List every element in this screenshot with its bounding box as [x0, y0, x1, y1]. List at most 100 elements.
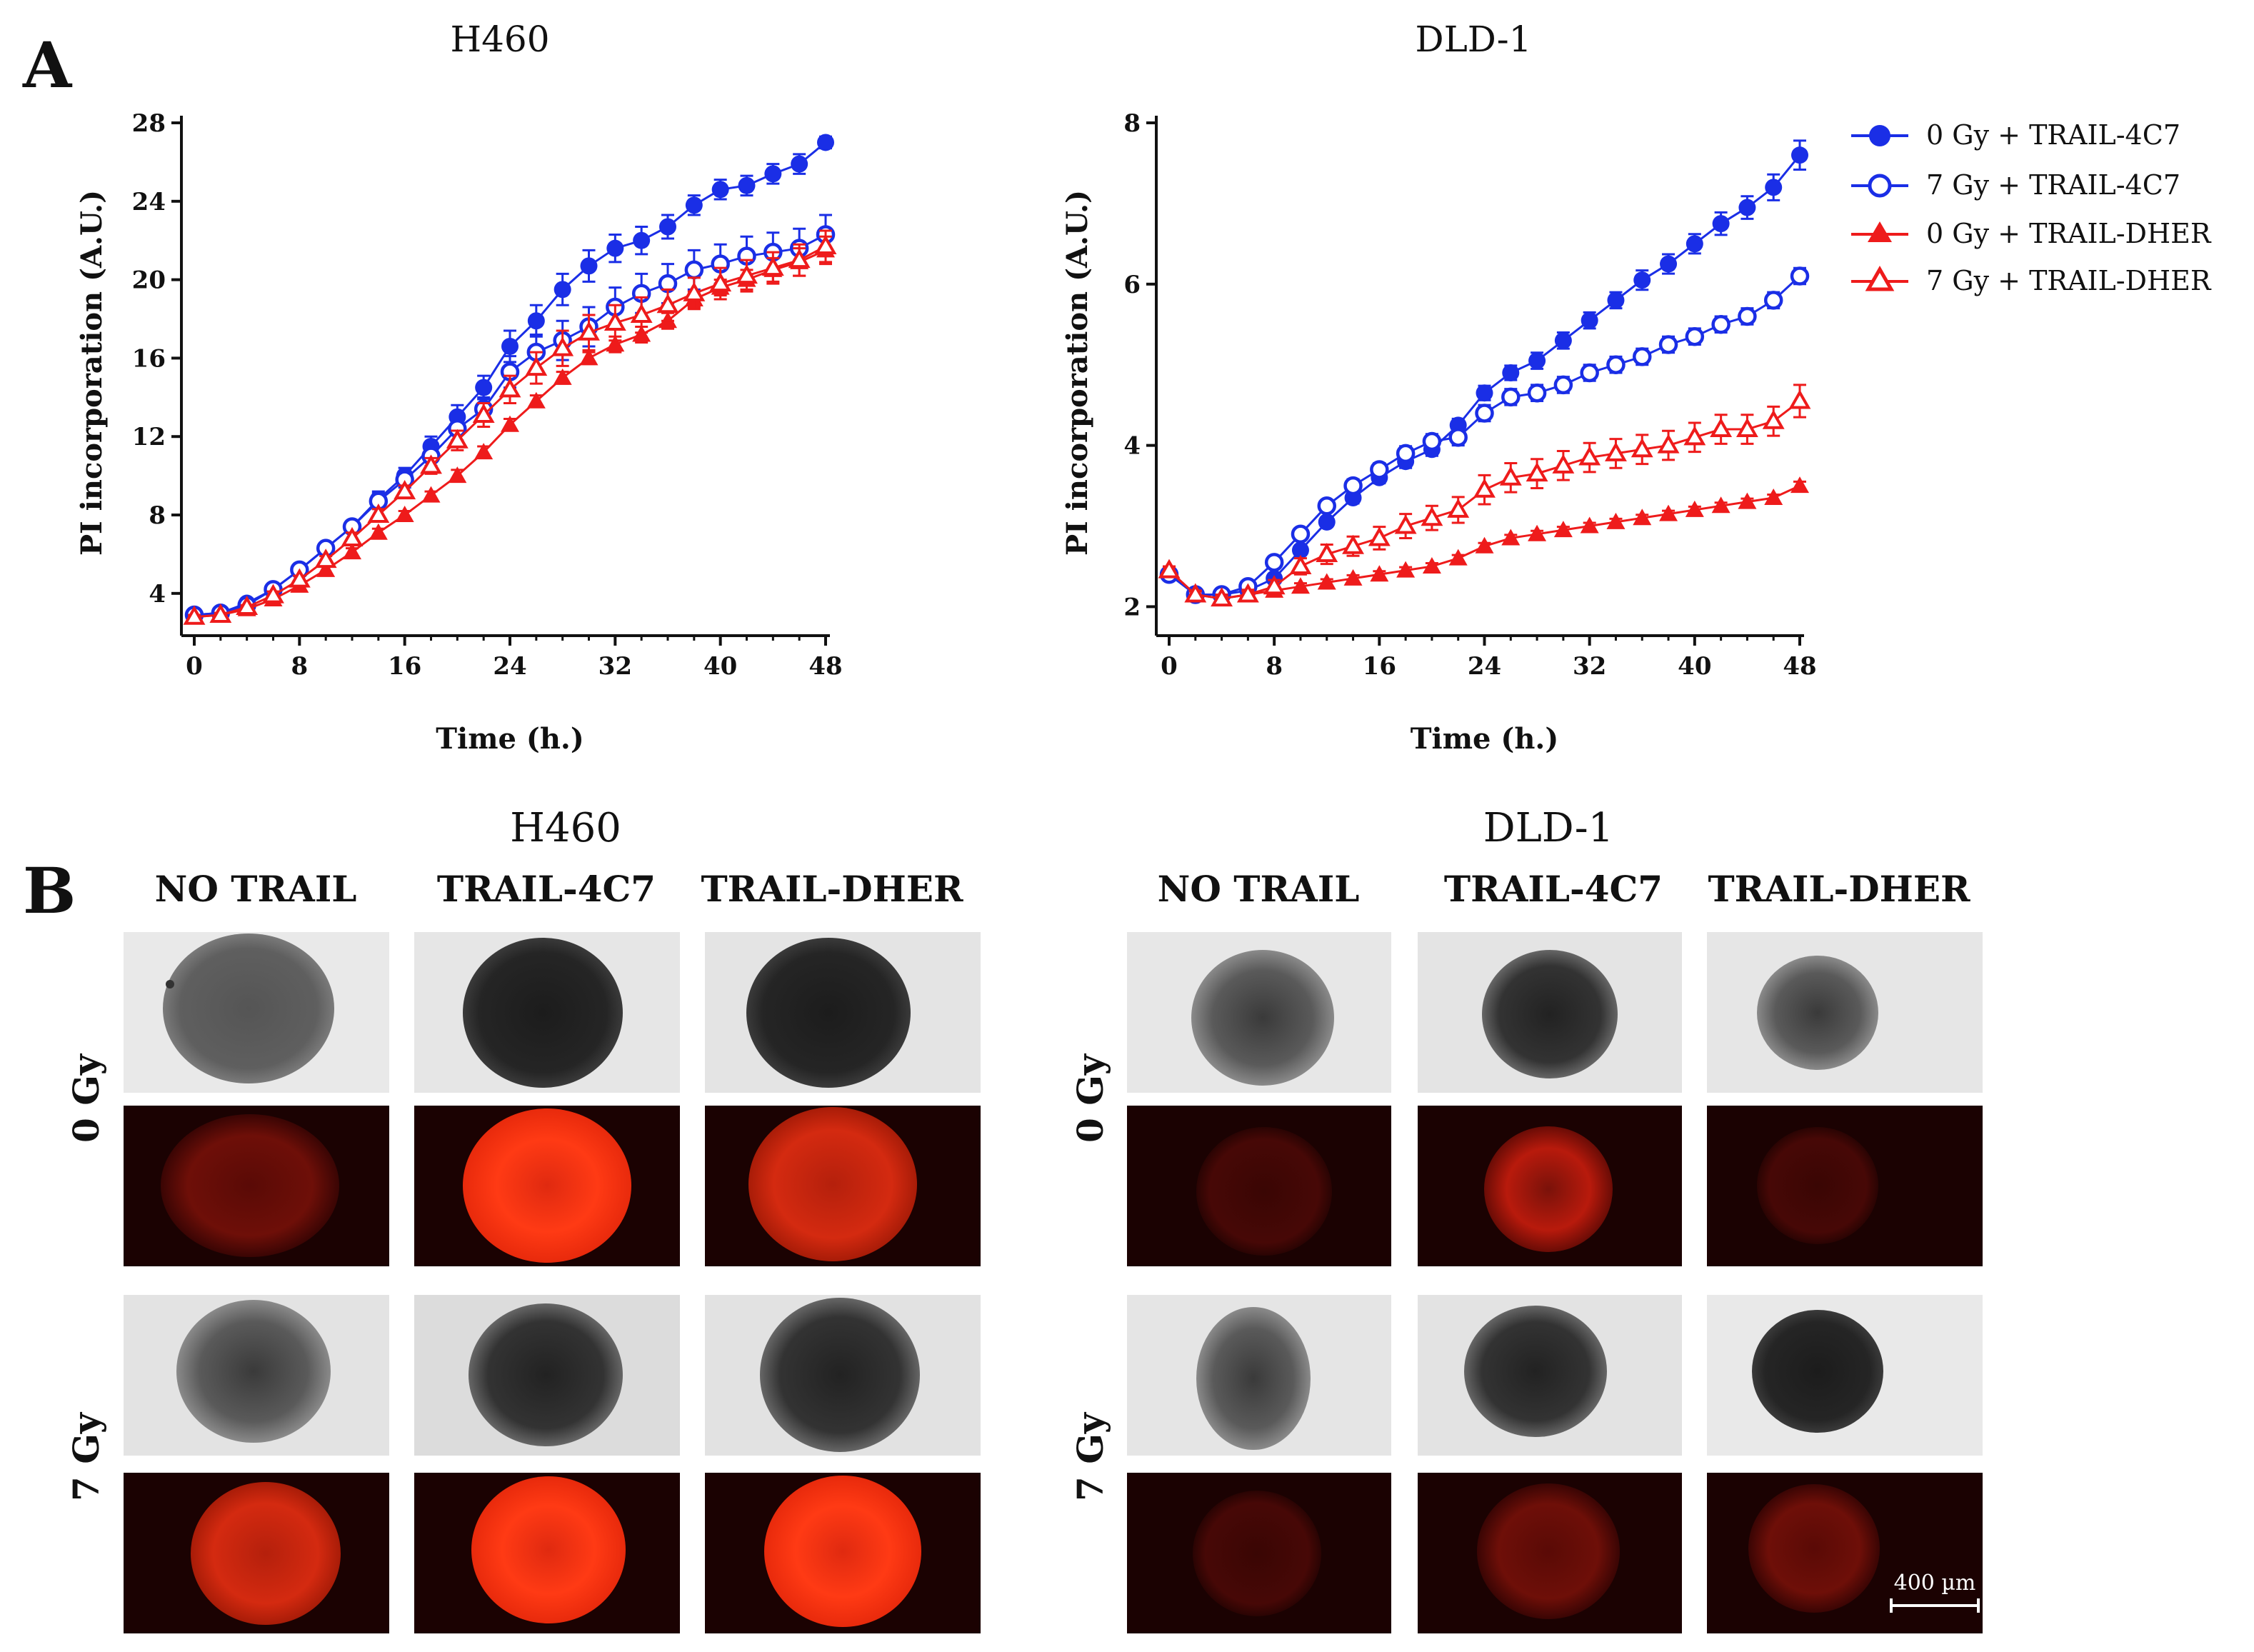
dld1-point [1526, 462, 1548, 482]
micrograph-dld1-0gy-no-trail-fluorescence [1127, 1106, 1391, 1266]
h460-point [791, 155, 808, 173]
h460-point [761, 256, 784, 276]
dld1-point [1528, 352, 1546, 370]
dld1-y-tick-label: 2 [1123, 593, 1141, 621]
dld1-point [1790, 266, 1810, 286]
col-header-h460-trail-dher: TRAIL-DHER [701, 868, 963, 910]
dld1-point [1791, 146, 1808, 164]
dld1-point [1633, 509, 1652, 526]
row-label-dld1-0gy: 0 Gy [1069, 1053, 1111, 1143]
micrograph-dld1-7gy-no-trail-brightfield [1127, 1295, 1391, 1456]
legend-marker-filled-triangle [1868, 221, 1892, 242]
dld1-point [1710, 418, 1733, 438]
h460-point [262, 584, 284, 604]
micrograph-h460-7gy-no-trail-fluorescence [124, 1473, 389, 1633]
dld1-x-tick-label: 24 [1468, 652, 1501, 681]
dld1-point [1422, 556, 1441, 574]
h460-x-tick-label: 24 [493, 652, 526, 681]
dld1-point [1790, 476, 1809, 494]
h460-point [527, 312, 545, 330]
dld1-point [1342, 534, 1364, 554]
dld1-point [1528, 524, 1547, 541]
legend-label-7gy-4c7: 7 Gy + TRAIL-4C7 [1926, 169, 2180, 201]
dld1-point [1343, 476, 1363, 496]
micrograph-dld1-7gy-4c7-brightfield [1418, 1295, 1682, 1456]
dld1-point [1711, 315, 1730, 334]
dld1-point [1263, 575, 1286, 595]
h460-point [525, 356, 548, 376]
h460-point [709, 272, 732, 292]
micrograph-h460-7gy-no-trail-brightfield [124, 1295, 389, 1456]
h460-point [736, 264, 758, 284]
h460-point [475, 379, 493, 396]
dld1-point [1607, 291, 1625, 309]
scale-bar-label: 400 µm [1894, 1571, 1976, 1596]
h460-point [446, 429, 469, 449]
dld1-point [1475, 404, 1494, 423]
h460-point [448, 466, 467, 484]
h460-point [814, 234, 837, 254]
h460-x-tick-label: 40 [703, 652, 737, 681]
h460-y-tick-label: 28 [132, 109, 166, 138]
dld1-point [1738, 306, 1757, 326]
h460-point [685, 196, 703, 214]
h460-point [501, 337, 519, 355]
h460-point [738, 176, 756, 194]
dld1-x-tick-label: 8 [1266, 652, 1283, 681]
dld1-point [1762, 409, 1785, 429]
h460-x-axis-label: Time (h.) [436, 722, 584, 756]
h460-point [553, 368, 572, 385]
legend-label-0gy-4c7: 0 Gy + TRAIL-4C7 [1926, 119, 2180, 151]
dld1-point [1394, 514, 1417, 534]
h460-point [209, 603, 232, 624]
legend-item-7gy-dher: 7 Gy + TRAIL-DHER [1851, 265, 2212, 296]
dld1-x-axis-label: Time (h.) [1411, 722, 1559, 756]
legend: 0 Gy + TRAIL-4C7 7 Gy + TRAIL-4C7 0 Gy +… [1851, 119, 2212, 296]
dld1-point [1291, 541, 1309, 559]
dld1-point [1685, 500, 1704, 517]
dld1-point [1501, 387, 1521, 407]
row-label-h460-7gy: 7 Gy [65, 1411, 107, 1501]
dld1-point [1580, 516, 1599, 534]
row-label-dld1-7gy: 7 Gy [1069, 1411, 1111, 1501]
dld1-point [1606, 512, 1626, 529]
h460-point [499, 378, 521, 398]
dld1-point [1735, 418, 1758, 438]
col-header-h460-trail-4c7: TRAIL-4C7 [437, 868, 656, 910]
micrograph-dld1-7gy-4c7-fluorescence [1418, 1473, 1682, 1633]
dld1-point [1317, 496, 1336, 516]
h460-x-tick-label: 48 [808, 652, 842, 681]
micrograph-h460-7gy-dher-brightfield [705, 1295, 981, 1456]
dld1-point [1476, 384, 1493, 402]
dld1-point [1683, 426, 1706, 446]
h460-y-tick-label: 12 [132, 423, 166, 451]
micrograph-dld1-0gy-dher-fluorescence [1707, 1106, 1983, 1266]
dld1-point [1316, 543, 1338, 563]
micrograph-dld1-0gy-no-trail-brightfield [1127, 932, 1391, 1093]
legend-marker-filled-circle [1869, 125, 1890, 146]
legend-marker-open-triangle [1865, 265, 1895, 291]
dld1-x-tick-label: 32 [1573, 652, 1606, 681]
dld1-point [1475, 536, 1494, 554]
micrograph-h460-7gy-4c7-fluorescence [414, 1473, 680, 1633]
dld1-point [1605, 441, 1627, 461]
micrograph-h460-0gy-no-trail-brightfield [124, 932, 389, 1093]
dld1-point [1447, 498, 1470, 518]
dld1-point [1501, 529, 1521, 546]
panel-a-letter: A [22, 28, 73, 102]
dld1-point [1184, 583, 1207, 603]
dld1-point [1370, 460, 1389, 479]
h460-point [606, 239, 624, 257]
h460-x-tick-label: 32 [598, 652, 632, 681]
legend-item-7gy-4c7: 7 Gy + TRAIL-4C7 [1851, 169, 2180, 201]
h460-point [501, 415, 519, 432]
panel-b-dld1-title: DLD-1 [1483, 805, 1614, 851]
h460-point [711, 181, 729, 199]
h460-y-tick-label: 4 [149, 580, 166, 609]
dld1-x-tick-label: 0 [1161, 652, 1178, 681]
h460-series-2 [185, 235, 835, 624]
micrograph-dld1-0gy-dher-brightfield [1707, 932, 1983, 1093]
